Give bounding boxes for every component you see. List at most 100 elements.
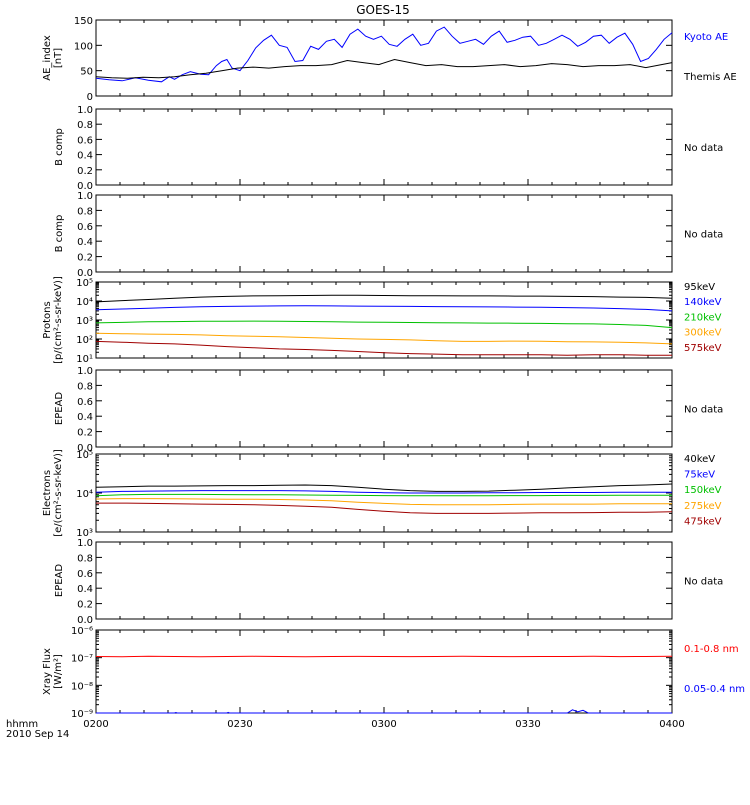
legend-label: Themis AE (683, 72, 737, 83)
x-tick-label: 0330 (515, 719, 540, 730)
y-tick-label: 0.2 (77, 253, 93, 264)
x-tick-label: 0230 (227, 719, 252, 730)
y-tick-label: 0.6 (77, 135, 93, 146)
y-tick-label: 0.6 (77, 222, 93, 233)
y-tick-label: 0.2 (77, 600, 93, 611)
series-line-95kev (96, 295, 672, 302)
legend-label: 275keV (684, 501, 722, 512)
legend-label: Kyoto AE (684, 32, 728, 43)
panel-7: 0.0 0.2 0.4 0.6 0.8 1.0 EPEAD No data (54, 538, 723, 626)
y-axis-label: Xray Flux (42, 648, 53, 695)
y-tick-label: 10⁴ (76, 297, 93, 308)
panel-4: 10¹ 10² 10³ 10⁴ 10⁵ Protons[p/(cm²-s-sr-keV)]… (42, 276, 722, 365)
y-tick-label: 10⁵ (76, 450, 93, 461)
y-tick-label: 1.0 (77, 105, 93, 116)
y-tick-label: 0.0 (77, 615, 93, 626)
y-tick-label: 100 (74, 41, 93, 52)
no-data-label: No data (684, 143, 723, 154)
y-tick-label: 10³ (76, 316, 93, 327)
y-tick-label: 10⁵ (76, 278, 93, 289)
panel-frame (96, 542, 672, 619)
panel-frame (96, 195, 672, 272)
legend-label: 75keV (684, 470, 715, 481)
series-line-150kev (96, 494, 672, 495)
x-tick-label: 0200 (83, 719, 108, 730)
series-line-kyoto-ae (96, 27, 672, 82)
y-axis-label: B comp (54, 128, 65, 166)
legend-label: 40keV (684, 454, 715, 465)
series-line-themis-ae (96, 60, 672, 79)
panel-frame (96, 109, 672, 185)
y-axis-label: AE_index (42, 35, 53, 81)
y-tick-label: 150 (74, 16, 93, 27)
y-axis-label: [W/m²] (53, 654, 64, 689)
series-line-75kev (96, 491, 672, 493)
x-axis: 0200 0230 0300 0330 0400 (83, 719, 684, 730)
legend-label: 0.1-0.8 nm (684, 644, 739, 655)
y-tick-label: 0.8 (77, 206, 93, 217)
panel-frame (96, 630, 672, 713)
legend-label: 475keV (684, 516, 722, 527)
y-tick-label: 0.2 (77, 428, 93, 439)
series-line-40kev (96, 484, 672, 491)
y-tick-label: 1.0 (77, 191, 93, 202)
panel-frame (96, 20, 672, 96)
legend-label: 140keV (684, 297, 722, 308)
y-axis-label: Electrons (42, 470, 53, 516)
y-axis-label: EPEAD (54, 564, 65, 598)
y-tick-label: 0.4 (77, 584, 93, 595)
y-tick-label: 10⁻⁶ (71, 626, 93, 637)
y-axis-label: EPEAD (54, 392, 65, 426)
panel-frame (96, 370, 672, 447)
figure-title: GOES-15 (356, 3, 410, 17)
y-axis-label: [nT] (53, 48, 64, 68)
panel-frame (96, 282, 672, 358)
series-line-300kev (96, 333, 672, 344)
y-axis-label: [p/(cm²-s-sr-keV)] (53, 276, 64, 364)
legend-label: 575keV (684, 343, 722, 354)
y-axis-label: Protons (42, 301, 53, 338)
y-tick-label: 0.4 (77, 412, 93, 423)
series-line-210kev (96, 321, 672, 328)
legend-label: 300keV (684, 328, 722, 339)
x-tick-label: 0300 (371, 719, 396, 730)
no-data-label: No data (684, 577, 723, 588)
y-tick-label: 50 (80, 67, 93, 78)
no-data-label: No data (684, 230, 723, 241)
y-tick-label: 1.0 (77, 538, 93, 549)
y-tick-label: 10⁴ (76, 489, 93, 500)
y-tick-label: 1.0 (77, 366, 93, 377)
y-tick-label: 0.8 (77, 553, 93, 564)
legend-label: 150keV (684, 485, 722, 496)
y-tick-label: 10² (76, 335, 93, 346)
y-tick-label: 0.8 (77, 120, 93, 131)
series-line-475kev (96, 503, 672, 513)
y-tick-label: 0.6 (77, 397, 93, 408)
y-tick-label: 10⁻⁷ (71, 654, 93, 665)
legend-label: 95keV (684, 282, 715, 293)
y-tick-label: 0.6 (77, 569, 93, 580)
no-data-label: No data (684, 405, 723, 416)
y-tick-label: 0.4 (77, 151, 93, 162)
y-tick-label: 10¹ (76, 354, 93, 365)
legend-label: 210keV (684, 312, 722, 323)
y-axis-label: [e/(cm²-s-sr-keV)] (53, 449, 64, 537)
y-tick-label: 0.2 (77, 166, 93, 177)
legend-label: 0.05-0.4 nm (684, 684, 745, 695)
y-tick-label: 0.4 (77, 237, 93, 248)
y-tick-label: 10⁻⁸ (71, 681, 93, 692)
series-line-140kev (96, 306, 672, 311)
y-tick-label: 0.8 (77, 381, 93, 392)
date-label: 2010 Sep 14 (6, 729, 69, 740)
series-line-575kev (96, 341, 672, 355)
y-axis-label: B comp (54, 215, 65, 253)
x-tick-label: 0400 (659, 719, 684, 730)
